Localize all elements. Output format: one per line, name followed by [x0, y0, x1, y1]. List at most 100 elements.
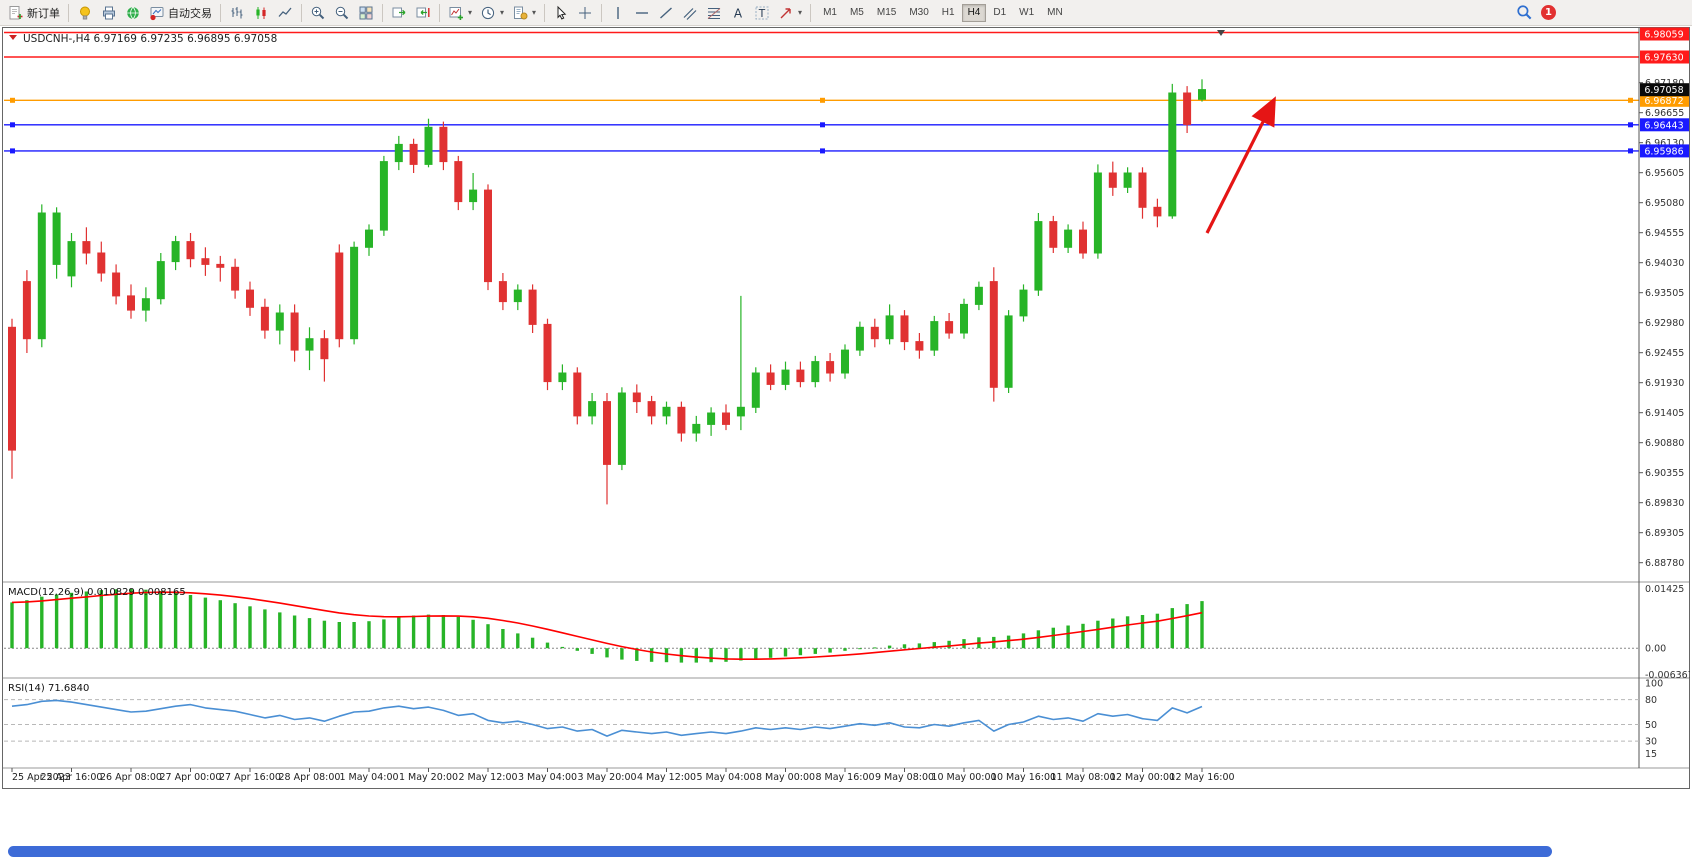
globe-icon [127, 6, 139, 19]
svg-text:9 May 08:00: 9 May 08:00 [875, 772, 934, 783]
svg-text:6.96443: 6.96443 [1644, 120, 1683, 131]
line-handle[interactable] [10, 148, 15, 154]
svg-text:15: 15 [1645, 749, 1657, 760]
auto-scroll-button[interactable] [387, 2, 411, 24]
fibonacci-button[interactable] [702, 2, 726, 24]
chart-shift-icon [416, 7, 430, 17]
toolbar-separator [544, 3, 546, 22]
annotation-arrow[interactable] [1205, 96, 1276, 234]
line-handle[interactable] [820, 122, 825, 128]
text-button[interactable]: A [726, 2, 750, 24]
svg-text:6.92455: 6.92455 [1645, 348, 1684, 359]
community-button[interactable] [121, 2, 145, 24]
svg-text:3 May 20:00: 3 May 20:00 [577, 772, 636, 783]
line-handle[interactable] [10, 122, 15, 128]
svg-text:11 May 08:00: 11 May 08:00 [1050, 772, 1115, 783]
candlestick-icon [256, 6, 266, 19]
printer-icon [103, 6, 115, 19]
autotrade-icon [150, 6, 164, 20]
text-label-button[interactable]: T [750, 2, 774, 24]
toolbar-separator [301, 3, 302, 22]
one-click-trading-toggle[interactable] [9, 35, 17, 40]
alerts-button[interactable] [73, 2, 97, 24]
periods-button[interactable]: ▾ [476, 2, 508, 24]
svg-text:6.96872: 6.96872 [1644, 96, 1683, 107]
toolbar-separator [68, 3, 69, 22]
timeframe-button-m5[interactable]: M5 [844, 4, 870, 22]
line-handle[interactable] [820, 148, 825, 154]
toolbar-right-icons: 1 [1516, 4, 1556, 21]
svg-text:6.97058: 6.97058 [1644, 85, 1683, 96]
line-price-badge [1640, 27, 1689, 41]
chart-shift-button[interactable] [411, 2, 435, 24]
timeframe-button-m30[interactable]: M30 [903, 4, 934, 22]
svg-text:12 May 16:00: 12 May 16:00 [1169, 772, 1234, 783]
candlestick-chart-button[interactable] [249, 2, 273, 24]
trendline-button[interactable] [654, 2, 678, 24]
svg-text:6.91930: 6.91930 [1645, 378, 1684, 389]
line-handle[interactable] [1628, 122, 1633, 128]
line-handle[interactable] [820, 97, 825, 103]
svg-text:6.92980: 6.92980 [1645, 318, 1684, 329]
svg-text:6.89830: 6.89830 [1645, 498, 1684, 509]
line-price-badge [1640, 50, 1689, 64]
channel-icon [683, 7, 697, 20]
horizontal-line-button[interactable] [630, 2, 654, 24]
vertical-line-button[interactable] [606, 2, 630, 24]
svg-text:0.00: 0.00 [1645, 644, 1666, 655]
bar-chart-button[interactable] [225, 2, 249, 24]
svg-text:6.96655: 6.96655 [1645, 108, 1684, 119]
indicators-button[interactable]: ▾ [444, 2, 476, 24]
line-handle[interactable] [1628, 148, 1633, 154]
line-chart-button[interactable] [273, 2, 297, 24]
line-price-badge [1640, 93, 1689, 107]
search-icon[interactable] [1516, 4, 1533, 21]
toolbar-separator [382, 3, 383, 22]
svg-text:6.88780: 6.88780 [1645, 558, 1684, 569]
timeframe-button-h4[interactable]: H4 [961, 3, 987, 22]
trendline-icon [660, 6, 673, 19]
zoom-out-button[interactable] [330, 2, 354, 24]
svg-text:25 Apr 16:00: 25 Apr 16:00 [41, 772, 103, 783]
horizontal-scrollbar[interactable] [8, 846, 1552, 857]
line-handle[interactable] [1628, 97, 1633, 103]
arrows-button[interactable]: ▾ [774, 2, 806, 24]
text-label-icon: T [755, 6, 769, 20]
timeframe-button-d1[interactable]: D1 [987, 4, 1012, 22]
print-preview-button[interactable] [97, 2, 121, 24]
line-chart-icon [278, 7, 292, 17]
macd-signal-line [11, 591, 1203, 661]
chart-canvas[interactable]: 6.971806.966556.961306.956056.950806.945… [2, 27, 1692, 789]
chevron-down-icon: ▾ [532, 8, 537, 17]
line-handle[interactable] [10, 97, 15, 103]
text-icon: A [734, 6, 743, 20]
tile-windows-icon [359, 6, 373, 19]
chart-window: 6.971806.966556.961306.956056.950806.945… [2, 27, 1692, 789]
crosshair-button[interactable] [573, 2, 597, 24]
timeframe-button-h1[interactable]: H1 [936, 4, 961, 22]
svg-text:25 Apr 2023: 25 Apr 2023 [12, 772, 71, 783]
chevron-down-icon: ▾ [500, 8, 505, 17]
svg-text:26 Apr 08:00: 26 Apr 08:00 [100, 772, 162, 783]
autotrade-button[interactable]: 自动交易 [145, 2, 216, 24]
notification-badge[interactable]: 1 [1541, 5, 1556, 20]
zoom-in-button[interactable] [306, 2, 330, 24]
chart-shift-marker[interactable] [1217, 30, 1225, 36]
rsi-label: RSI(14) 71.6840 [8, 683, 89, 694]
cursor-button[interactable] [549, 2, 573, 24]
svg-text:6.91405: 6.91405 [1645, 408, 1684, 419]
timeframe-button-m1[interactable]: M1 [817, 4, 843, 22]
timeframe-button-w1[interactable]: W1 [1013, 4, 1040, 22]
svg-text:A: A [734, 6, 743, 20]
svg-text:6.95080: 6.95080 [1645, 198, 1684, 209]
templates-button[interactable]: ▾ [508, 2, 540, 24]
line-price-badge [1640, 118, 1689, 132]
new-order-button[interactable]: 新订单 [4, 2, 64, 24]
svg-text:6.98059: 6.98059 [1644, 30, 1683, 41]
channel-button[interactable] [678, 2, 702, 24]
svg-text:6.90880: 6.90880 [1645, 438, 1684, 449]
timeframe-button-mn[interactable]: MN [1041, 4, 1069, 22]
tile-windows-button[interactable] [354, 2, 378, 24]
svg-text:6.90355: 6.90355 [1645, 468, 1684, 479]
timeframe-button-m15[interactable]: M15 [871, 4, 902, 22]
